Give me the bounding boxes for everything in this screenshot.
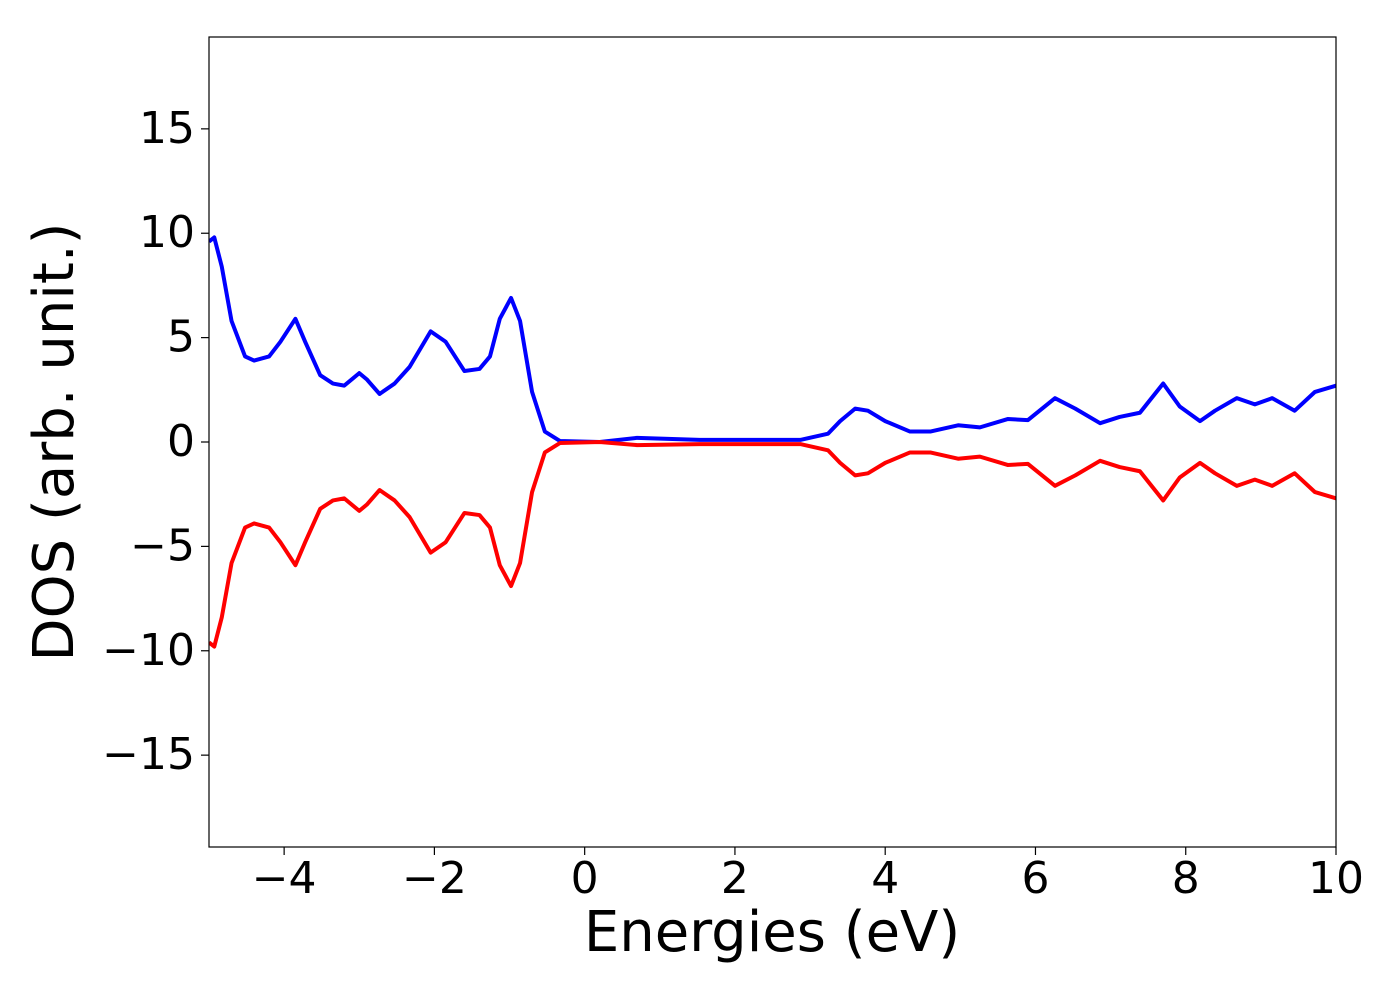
x-tick-label: 10 xyxy=(1308,853,1364,904)
x-tick-label: 4 xyxy=(871,853,899,904)
y-tick-label: 5 xyxy=(167,312,195,363)
series-line xyxy=(209,440,1336,649)
x-tick-label: 2 xyxy=(721,853,749,904)
x-tick-label: 8 xyxy=(1172,853,1200,904)
x-axis-label: Energies (eV) xyxy=(584,900,960,965)
y-tick-label: 15 xyxy=(139,103,195,154)
y-tick-label: 10 xyxy=(139,207,195,258)
y-tick-label: 0 xyxy=(167,416,195,467)
x-tick-label: 6 xyxy=(1021,853,1049,904)
x-tick-label: 0 xyxy=(571,853,599,904)
y-tick-label: −15 xyxy=(102,729,195,780)
plot-frame xyxy=(208,36,1337,848)
y-axis-label: DOS (arb. unit.) xyxy=(22,222,87,661)
x-tick-label: −2 xyxy=(402,853,467,904)
y-tick-label: −10 xyxy=(102,625,195,676)
x-tick-label: −4 xyxy=(252,853,317,904)
y-tick-label: −5 xyxy=(130,520,195,571)
